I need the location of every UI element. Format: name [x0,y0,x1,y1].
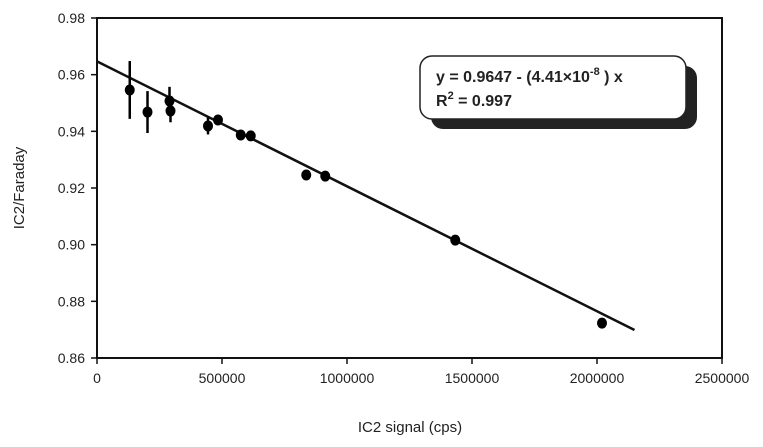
data-point [213,114,223,126]
y-tick-label: 0.88 [58,293,85,309]
data-point [142,106,153,118]
data-point [320,170,331,182]
equation-text: y = 0.9647 - (4.41×10-8 ) x [436,66,623,86]
y-tick-label: 0.86 [58,350,85,366]
data-point [235,129,246,141]
fit-line [96,60,636,332]
x-tick-label: 2500000 [695,370,750,386]
data-point [124,84,135,96]
x-tick-label: 0 [93,370,101,386]
r-squared-text: R2 = 0.997 [436,90,512,110]
equation-box: y = 0.9647 - (4.41×10-8 ) x R2 = 0.997 [419,55,697,129]
data-point [450,234,461,246]
data-point [245,130,256,142]
y-tick-label: 0.90 [58,237,85,253]
data-point [301,169,312,181]
y-tick-label: 0.96 [58,67,85,83]
y-tick-label: 0.98 [58,10,85,26]
data-point [597,317,607,329]
y-tick-label: 0.94 [58,123,85,139]
x-tick-label: 1000000 [320,370,375,386]
x-axis-label: IC2 signal (cps) [358,419,462,436]
x-tick-label: 500000 [199,370,246,386]
data-point [165,105,176,117]
y-axis-label: IC2/Faraday [11,146,28,229]
y-tick-label: 0.92 [58,180,85,196]
x-tick-label: 2000000 [570,370,625,386]
data-point [203,120,213,132]
x-tick-label: 1500000 [445,370,500,386]
